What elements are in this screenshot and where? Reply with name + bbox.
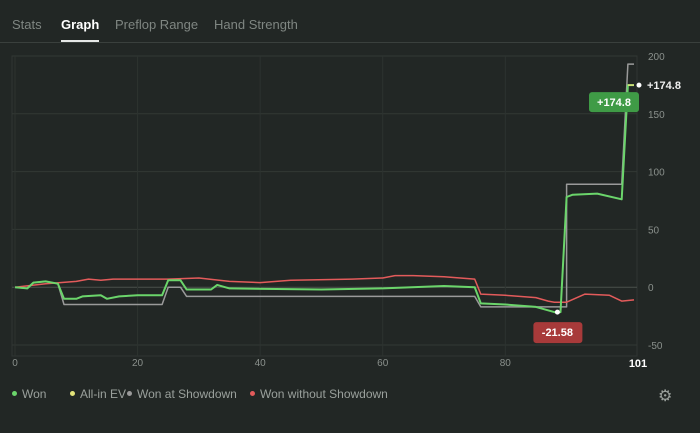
legend-label: Won without Showdown (260, 387, 388, 401)
tab-hand-strength[interactable]: Hand Strength (214, 17, 298, 32)
legend-dot (250, 391, 255, 397)
x-tick-label: 20 (132, 358, 144, 369)
x-tick-label: 60 (377, 358, 389, 369)
tab-preflop-range[interactable]: Preflop Range (115, 17, 199, 32)
y-tick-label: 150 (648, 110, 665, 121)
legend-item-won-at-showdown[interactable]: Won at Showdown (127, 387, 237, 401)
tab-stats[interactable]: Stats (12, 17, 42, 32)
legend-label: Won (22, 387, 47, 401)
legend-dot (12, 391, 17, 397)
end-point-marker (636, 82, 642, 88)
series-won-without-showdown (14, 274, 635, 303)
series-won (14, 84, 634, 314)
y-tick-label: 100 (648, 168, 665, 179)
y-tick-label: 200 (648, 52, 665, 63)
min-point-marker (554, 309, 560, 315)
min-badge-label: -21.58 (542, 327, 573, 339)
plot-frame (11, 55, 638, 357)
x-tick-label: 0 (12, 358, 18, 369)
series-won-at-showdown (14, 63, 634, 308)
x-tick-label: 40 (255, 358, 267, 369)
legend-item-won[interactable]: Won (12, 387, 46, 401)
tab-graph[interactable]: Graph (61, 17, 100, 42)
legend-item-won-without-showdown[interactable]: Won without Showdown (250, 387, 388, 401)
gear-icon[interactable]: ⚙ (658, 388, 673, 405)
legend-label: All-in EV (80, 387, 127, 401)
legend-dot (127, 391, 132, 397)
end-value-label: +174.8 (647, 80, 681, 92)
x-end-label: 101 (629, 358, 647, 370)
y-tick-label: -50 (648, 341, 663, 352)
tab-bar: Stats Graph Preflop Range Hand Strength (0, 0, 700, 43)
y-tick-label: 50 (648, 225, 660, 236)
legend-item-all-in-ev[interactable]: All-in EV (70, 387, 126, 401)
max-badge-label: +174.8 (597, 97, 631, 109)
legend-label: Won at Showdown (137, 387, 237, 401)
x-tick-label: 80 (500, 358, 512, 369)
results-graph: 200 150 100 50 0 -50 0 20 40 60 80 101 +174.8 +174.8 -… (11, 52, 681, 370)
y-tick-label: 0 (648, 283, 654, 294)
max-badge (589, 92, 639, 113)
min-badge (533, 322, 583, 344)
legend-dot (70, 391, 75, 397)
